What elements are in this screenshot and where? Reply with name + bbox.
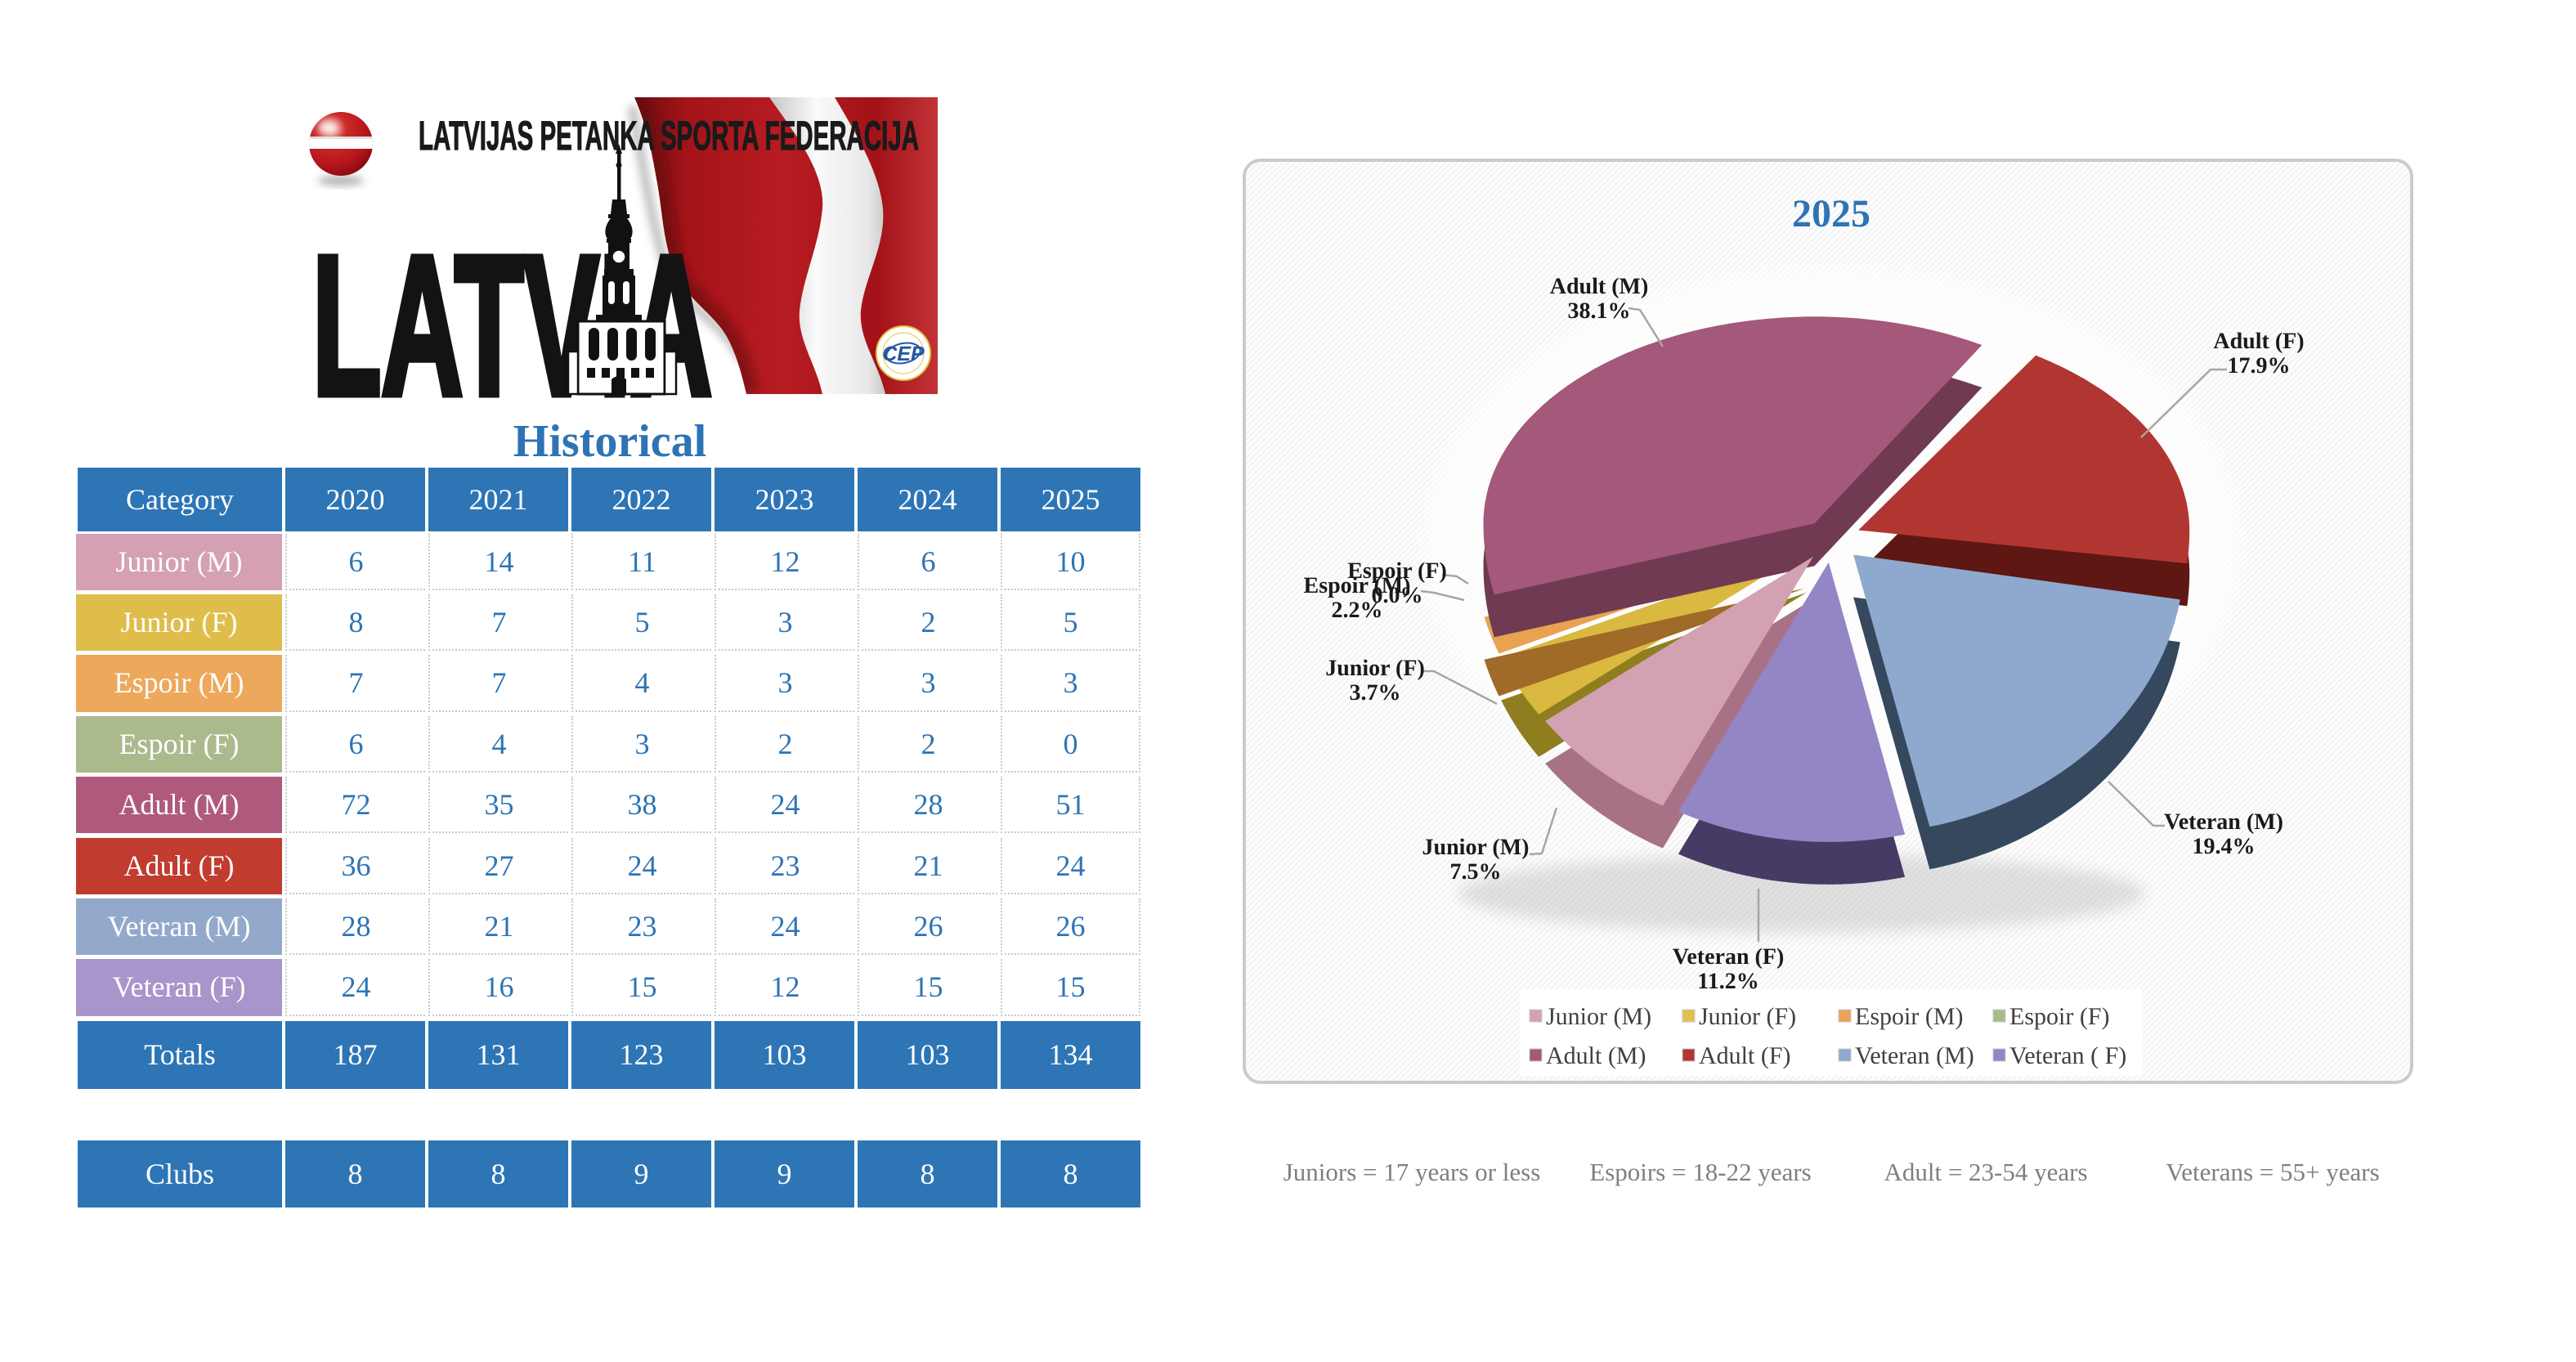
svg-text:Veteran ( F): Veteran ( F)	[2009, 1042, 2126, 1069]
svg-text:Espoir (M): Espoir (M)	[1855, 1003, 1963, 1030]
svg-text:38.1%: 38.1%	[1568, 298, 1631, 324]
svg-text:Espoir (F): Espoir (F)	[2009, 1003, 2110, 1030]
svg-text:2025: 2025	[1792, 192, 1870, 235]
svg-text:3.7%: 3.7%	[1350, 680, 1401, 706]
svg-text:LATVIJAS PETANKA SPORTA FEDERA: LATVIJAS PETANKA SPORTA FEDERACIJA	[419, 113, 919, 159]
svg-text:Adult (M): Adult (M)	[1550, 274, 1649, 299]
svg-text:17.9%: 17.9%	[2228, 353, 2291, 379]
svg-text:Veteran (F): Veteran (F)	[1673, 944, 1785, 970]
svg-text:Junior (F): Junior (F)	[1325, 656, 1425, 681]
svg-text:Adult (M): Adult (M)	[1546, 1042, 1646, 1069]
svg-text:Adult (F): Adult (F)	[1699, 1042, 1791, 1069]
svg-text:Adult (F): Adult (F)	[2213, 329, 2304, 354]
svg-text:2.2%: 2.2%	[1332, 598, 1383, 623]
svg-text:0.0%: 0.0%	[1372, 583, 1423, 608]
svg-text:Espoir (F): Espoir (F)	[1347, 558, 1447, 584]
svg-text:Veteran (M): Veteran (M)	[1855, 1042, 1974, 1069]
svg-text:Espoir (M): Espoir (M)	[1304, 573, 1411, 598]
svg-text:Junior (M): Junior (M)	[1422, 835, 1530, 860]
svg-text:7.5%: 7.5%	[1450, 859, 1502, 885]
svg-text:Veteran (M): Veteran (M)	[2164, 809, 2283, 835]
svg-text:Junior (F): Junior (F)	[1699, 1003, 1796, 1030]
svg-text:19.4%: 19.4%	[2193, 834, 2256, 859]
svg-text:Junior (M): Junior (M)	[1546, 1003, 1651, 1030]
